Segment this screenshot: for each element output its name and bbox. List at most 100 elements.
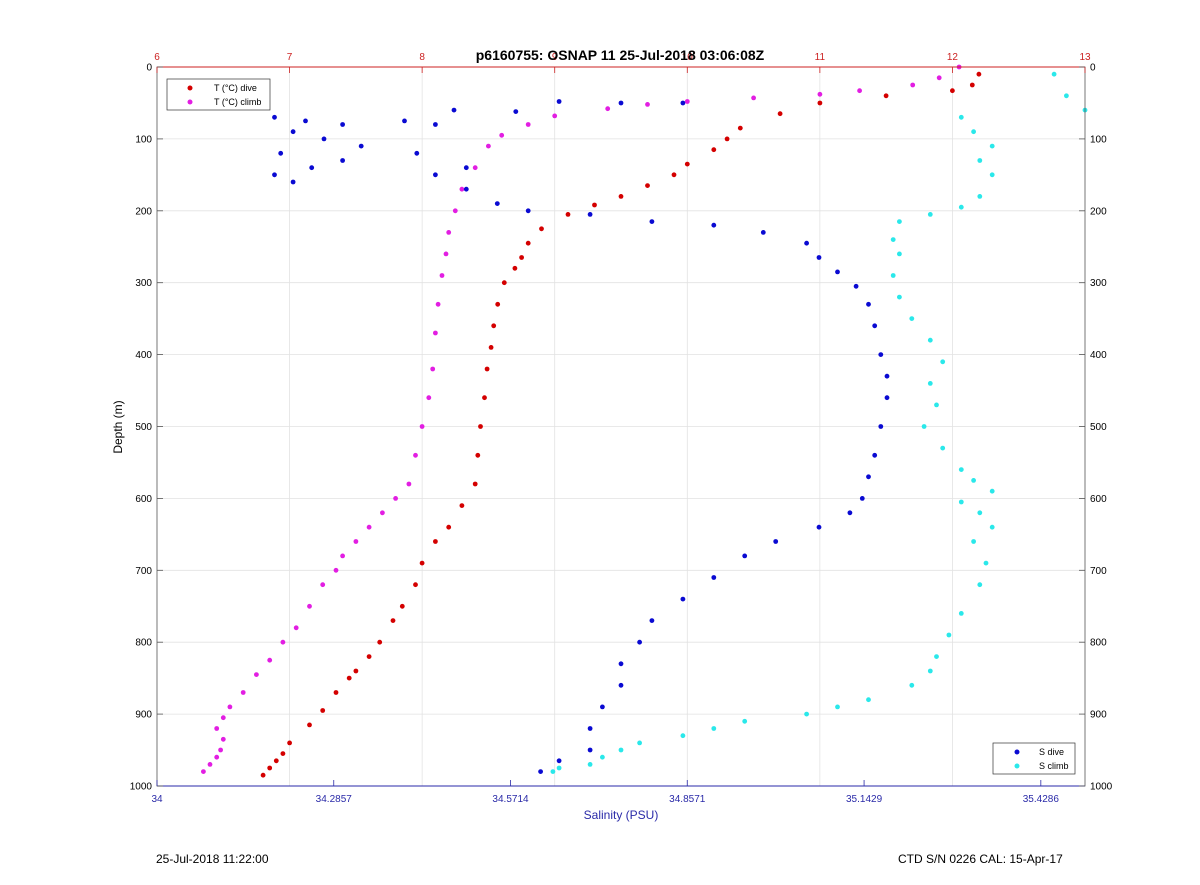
point-t-climb (380, 510, 385, 516)
point-s-climb (958, 114, 964, 120)
point-s-climb (637, 740, 642, 746)
y-tick-label-left: 100 (135, 134, 152, 145)
point-t-climb (254, 672, 259, 677)
point-t-dive (472, 481, 478, 487)
point-t-dive (433, 539, 438, 544)
y-tick-label-right: 800 (1090, 638, 1107, 649)
top-tick-label: 8 (419, 52, 425, 63)
point-s-climb (971, 129, 976, 135)
y-tick-label-right: 400 (1090, 350, 1107, 361)
point-s-dive (760, 230, 766, 235)
legend-s-dive-marker (1014, 749, 1020, 755)
point-s-dive (742, 553, 748, 559)
point-t-climb (433, 330, 438, 336)
bottom-tick-label: 34.5714 (492, 794, 529, 805)
point-s-climb (909, 682, 915, 688)
top-tick-label: 6 (154, 52, 160, 63)
point-s-climb (940, 359, 946, 365)
point-t-dive (950, 88, 955, 94)
point-s-dive (538, 769, 543, 774)
point-s-dive (884, 373, 890, 379)
point-s-dive (618, 682, 624, 688)
y-tick-label-right: 200 (1090, 206, 1107, 217)
point-t-dive (280, 751, 286, 756)
legend-salinity-box (992, 742, 1076, 775)
top-tick-label: 10 (682, 52, 694, 63)
point-t-climb (419, 424, 425, 429)
bottom-tick-label: 35.4286 (1023, 794, 1060, 805)
point-t-dive (671, 172, 677, 178)
point-s-climb (958, 467, 964, 472)
point-t-dive (287, 740, 292, 746)
point-s-climb (600, 754, 605, 760)
point-t-dive (482, 395, 487, 401)
point-t-climb (280, 639, 286, 645)
point-t-climb (340, 553, 345, 559)
point-t-climb (293, 625, 299, 631)
top-tick-label: 9 (552, 52, 558, 63)
point-t-dive (333, 690, 339, 695)
point-s-climb (897, 294, 902, 300)
point-t-climb (459, 186, 465, 192)
point-s-climb (927, 212, 933, 217)
point-t-dive (777, 111, 783, 117)
point-s-climb (680, 733, 686, 739)
point-s-climb (989, 488, 995, 494)
y-tick-label-left: 0 (146, 63, 152, 74)
point-s-climb (989, 143, 995, 149)
point-t-climb (426, 395, 432, 401)
point-t-dive (484, 366, 490, 372)
point-s-dive (321, 136, 327, 142)
point-t-dive (346, 675, 352, 681)
point-s-dive (290, 129, 296, 135)
y-tick-label-left: 400 (135, 350, 152, 361)
legend-s-climb-label: S climb (1039, 761, 1069, 771)
point-s-dive (816, 255, 822, 260)
point-t-climb (406, 481, 412, 487)
bottom-tick-label: 34.8571 (669, 794, 706, 805)
point-t-dive (737, 125, 743, 131)
point-s-dive (463, 165, 469, 171)
point-s-climb (958, 611, 964, 616)
point-s-climb (550, 769, 556, 774)
chart-title: p6160755: OSNAP 11 25-Jul-2018 03:06:08Z (476, 47, 765, 63)
point-t-dive (399, 603, 405, 609)
legend-t-dive-marker (187, 85, 193, 91)
point-s-dive (600, 704, 605, 710)
point-s-dive (859, 496, 865, 501)
y-tick-label-left: 900 (135, 710, 152, 721)
point-t-climb (443, 251, 449, 257)
point-t-dive (491, 323, 497, 329)
point-s-dive (773, 539, 779, 544)
point-t-dive (969, 82, 975, 88)
y-tick-label-right: 0 (1090, 63, 1096, 74)
legend-salinity: S dive S climb (992, 742, 1076, 775)
point-s-dive (853, 283, 859, 289)
point-t-climb (817, 91, 823, 97)
point-s-climb (934, 654, 939, 659)
point-t-dive (320, 708, 326, 713)
point-t-dive (539, 226, 544, 232)
point-s-dive (513, 109, 519, 114)
point-t-dive (684, 161, 690, 167)
point-s-dive (278, 150, 284, 156)
point-t-dive (645, 183, 650, 189)
footer-timestamp: 25-Jul-2018 11:22:00 (156, 852, 269, 866)
point-t-dive (525, 240, 531, 246)
point-s-dive (340, 122, 345, 127)
point-s-dive (816, 524, 822, 530)
point-s-climb (989, 172, 995, 178)
point-s-dive (587, 747, 593, 753)
point-t-dive (478, 424, 483, 429)
point-t-dive (260, 772, 266, 778)
point-t-dive (488, 345, 494, 350)
point-s-dive (525, 208, 531, 214)
point-s-climb (977, 194, 983, 199)
point-t-climb (936, 75, 942, 81)
point-s-dive (637, 639, 642, 645)
point-s-dive (835, 269, 840, 275)
y-tick-label-right: 300 (1090, 278, 1107, 289)
point-s-dive (866, 474, 871, 480)
